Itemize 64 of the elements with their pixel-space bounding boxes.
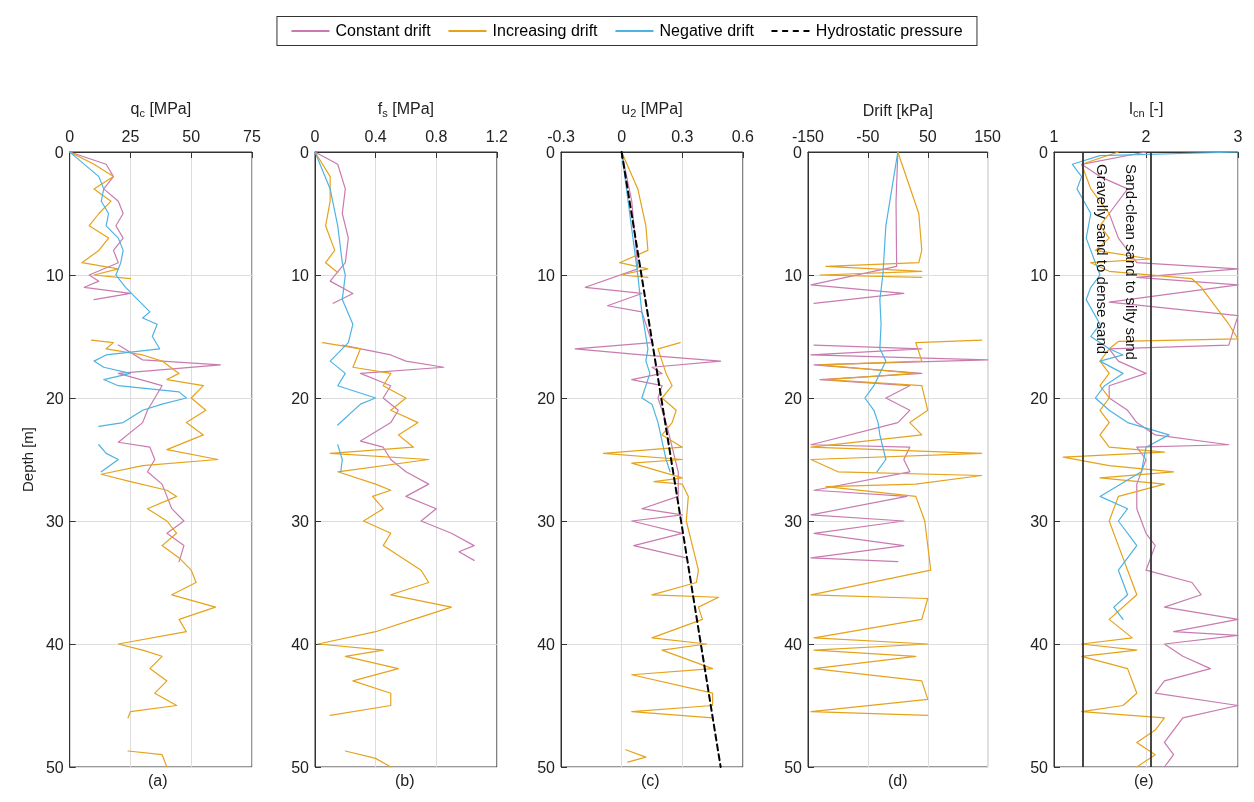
x-tick-label: 50 <box>182 127 201 145</box>
line-series <box>1071 151 1239 620</box>
y-tick-label: 30 <box>45 512 64 530</box>
x-tick-label: 1 <box>1049 127 1059 145</box>
ref-line-label: Sand-clean sand to silty sand <box>1122 164 1140 360</box>
y-tick-label: 20 <box>783 389 802 407</box>
y-tick-label: 10 <box>45 266 64 284</box>
legend-label: Hydrostatic pressure <box>815 22 963 40</box>
y-tick-label: 30 <box>1030 512 1049 530</box>
x-tick-label: 150 <box>973 127 1001 145</box>
text: (e) <box>1134 771 1154 789</box>
y-tick-label: 50 <box>290 758 309 776</box>
text: (d) <box>887 771 908 789</box>
text: (c) <box>641 771 660 789</box>
y-tick-label: 50 <box>783 758 802 776</box>
x-tick-label: 1.2 <box>485 127 508 145</box>
ref-line-label: Gravelly sand to dense sand <box>1093 164 1111 355</box>
x-tick-label: 0 <box>617 127 627 145</box>
legend-label: Increasing drift <box>492 22 598 40</box>
x-tick-label: 3 <box>1233 127 1243 145</box>
y-tick-label: 10 <box>290 266 309 284</box>
y-tick-label: 0 <box>299 143 309 161</box>
y-axis-title: Depth [m] <box>19 426 36 493</box>
x-tick-label: 25 <box>121 127 140 145</box>
y-tick-label: 20 <box>290 389 309 407</box>
y-tick-label: 20 <box>537 389 556 407</box>
x-tick-label: -0.3 <box>547 127 575 145</box>
x-tick-label: 0.3 <box>671 127 694 145</box>
y-tick-label: 40 <box>290 635 309 653</box>
y-tick-label: 10 <box>783 266 802 284</box>
y-tick-label: 20 <box>1030 389 1049 407</box>
x-tick-label: 0.6 <box>731 127 755 145</box>
y-tick-label: 50 <box>537 758 556 776</box>
line-series <box>863 151 898 473</box>
y-tick-label: 10 <box>537 266 556 284</box>
y-tick-label: 0 <box>1039 143 1049 161</box>
x-tick-label: 0.8 <box>424 127 447 145</box>
x-tick-label: -150 <box>791 127 824 145</box>
x-tick-label: -50 <box>855 127 880 145</box>
x-tick-label: 50 <box>918 127 937 145</box>
y-tick-label: 10 <box>1030 266 1049 284</box>
legend-label: Constant drift <box>335 22 431 40</box>
legend-label: Negative drift <box>659 22 754 40</box>
x-tick-label: 75 <box>243 127 261 145</box>
y-tick-label: 30 <box>537 512 556 530</box>
y-tick-label: 40 <box>783 635 802 653</box>
y-tick-label: 0 <box>792 143 802 161</box>
y-tick-label: 20 <box>45 389 64 407</box>
x-axis-title: Drift [kPa] <box>862 101 933 119</box>
x-tick-label: 2 <box>1141 127 1151 145</box>
y-tick-label: 40 <box>1030 635 1049 653</box>
text: (b) <box>394 771 415 789</box>
y-tick-label: 0 <box>546 143 556 161</box>
text: (a) <box>148 771 168 789</box>
x-tick-label: 0.4 <box>364 127 387 145</box>
y-tick-label: 40 <box>45 635 64 653</box>
y-tick-label: 30 <box>783 512 802 530</box>
x-tick-label: 0 <box>65 127 75 145</box>
y-tick-label: 0 <box>54 143 64 161</box>
y-tick-label: 40 <box>537 635 556 653</box>
y-tick-label: 50 <box>1030 758 1049 776</box>
y-tick-label: 50 <box>45 758 64 776</box>
x-tick-label: 0 <box>310 127 320 145</box>
y-tick-label: 30 <box>290 512 309 530</box>
